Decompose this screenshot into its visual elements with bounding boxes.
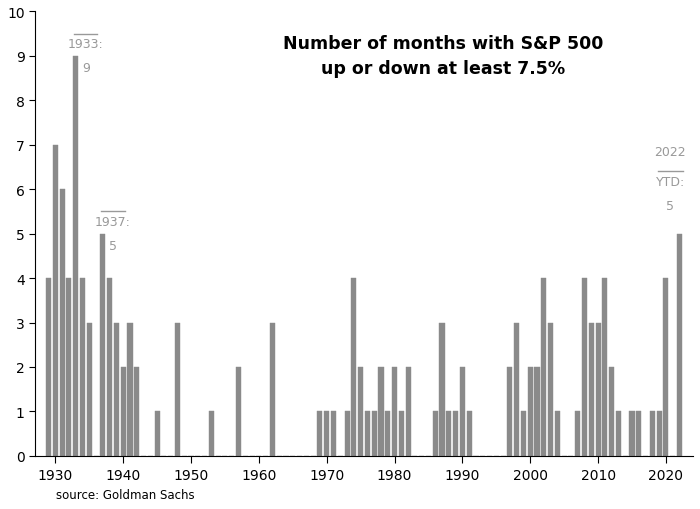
Bar <box>175 323 180 456</box>
Bar <box>358 367 363 456</box>
Bar <box>107 278 112 456</box>
Text: YTD:: YTD: <box>656 176 685 189</box>
Text: 2022: 2022 <box>654 146 686 158</box>
Bar <box>602 278 608 456</box>
Bar <box>46 278 51 456</box>
Bar <box>650 412 655 456</box>
Bar <box>664 278 668 456</box>
Bar <box>575 412 580 456</box>
Bar <box>609 367 614 456</box>
Text: 5: 5 <box>666 200 674 213</box>
Bar <box>134 367 139 456</box>
Text: Number of months with S&P 500
up or down at least 7.5%: Number of months with S&P 500 up or down… <box>283 35 603 77</box>
Bar <box>236 367 241 456</box>
Bar <box>528 367 533 456</box>
Bar <box>535 367 540 456</box>
Bar <box>372 412 377 456</box>
Bar <box>440 323 444 456</box>
Bar <box>460 367 465 456</box>
Bar <box>87 323 92 456</box>
Bar <box>100 234 106 456</box>
Bar <box>508 367 512 456</box>
Bar <box>66 278 71 456</box>
Text: 1933:: 1933: <box>68 38 104 51</box>
Bar <box>514 323 519 456</box>
Bar <box>351 278 356 456</box>
Bar <box>405 367 411 456</box>
Bar <box>433 412 438 456</box>
Bar <box>582 278 587 456</box>
Bar <box>114 323 119 456</box>
Bar <box>331 412 336 456</box>
Bar <box>467 412 472 456</box>
Bar <box>521 412 526 456</box>
Bar <box>317 412 323 456</box>
Text: 1937:: 1937: <box>95 215 131 229</box>
Bar <box>636 412 641 456</box>
Bar <box>120 367 126 456</box>
Bar <box>629 412 634 456</box>
Bar <box>127 323 132 456</box>
Bar <box>385 412 391 456</box>
Text: source: Goldman Sachs: source: Goldman Sachs <box>56 489 195 501</box>
Bar <box>73 57 78 456</box>
Bar <box>548 323 553 456</box>
Bar <box>616 412 621 456</box>
Text: 9: 9 <box>82 62 90 75</box>
Bar <box>555 412 560 456</box>
Bar <box>399 412 404 456</box>
Bar <box>677 234 682 456</box>
Bar <box>447 412 452 456</box>
Bar <box>60 190 64 456</box>
Bar <box>365 412 370 456</box>
Bar <box>541 278 546 456</box>
Bar <box>453 412 459 456</box>
Bar <box>80 278 85 456</box>
Bar <box>344 412 349 456</box>
Bar <box>270 323 275 456</box>
Bar <box>324 412 329 456</box>
Bar <box>379 367 384 456</box>
Bar <box>52 146 58 456</box>
Bar <box>155 412 160 456</box>
Text: 5: 5 <box>109 240 117 252</box>
Bar <box>596 323 601 456</box>
Bar <box>392 367 397 456</box>
Bar <box>209 412 214 456</box>
Bar <box>657 412 661 456</box>
Bar <box>589 323 594 456</box>
